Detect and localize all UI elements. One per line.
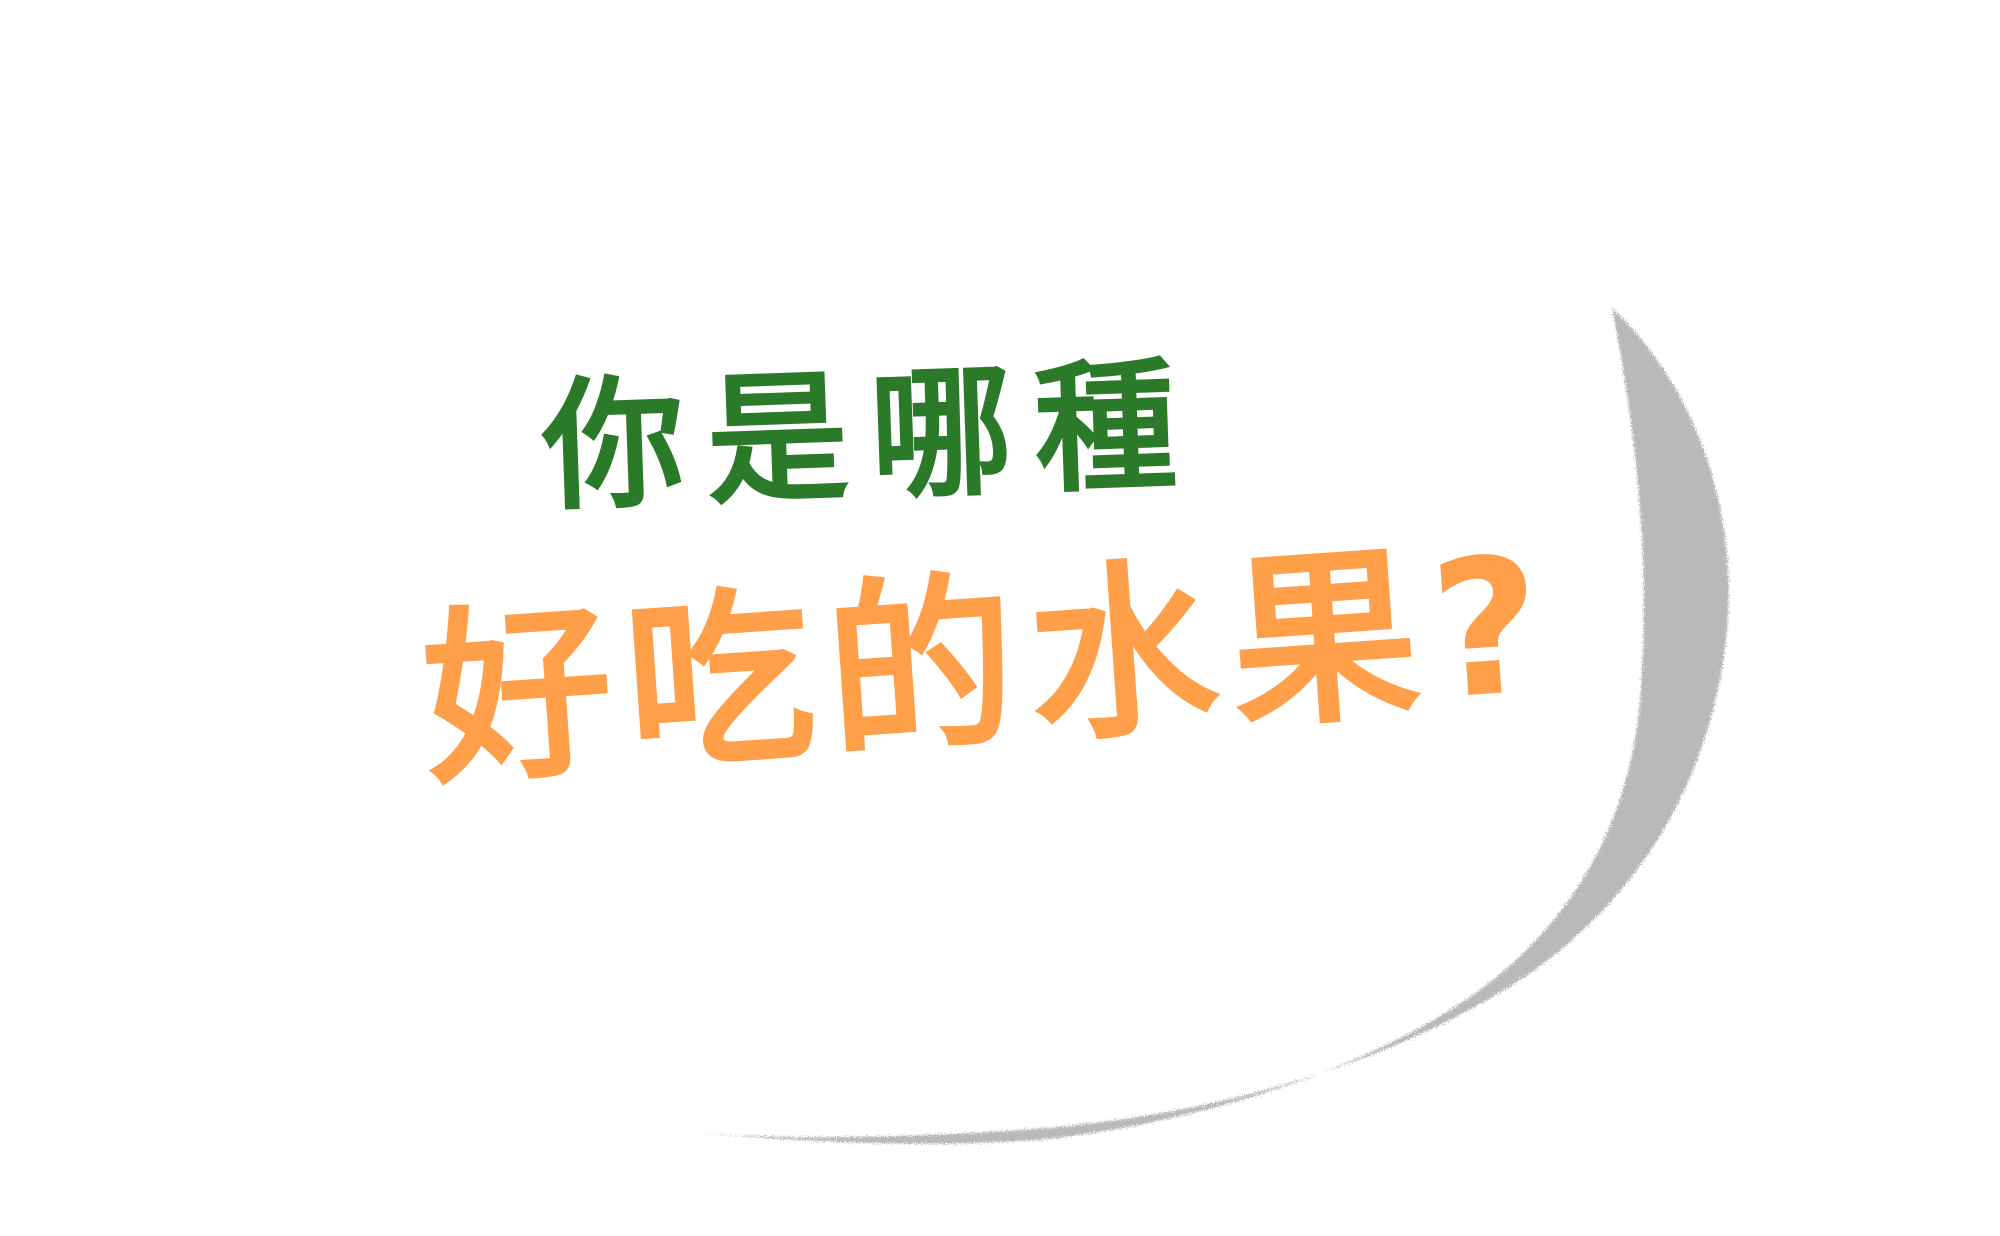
illustration: 你是哪種 好吃的水果?: [417, 308, 1729, 1144]
bubble-shadow: [690, 308, 1729, 1144]
